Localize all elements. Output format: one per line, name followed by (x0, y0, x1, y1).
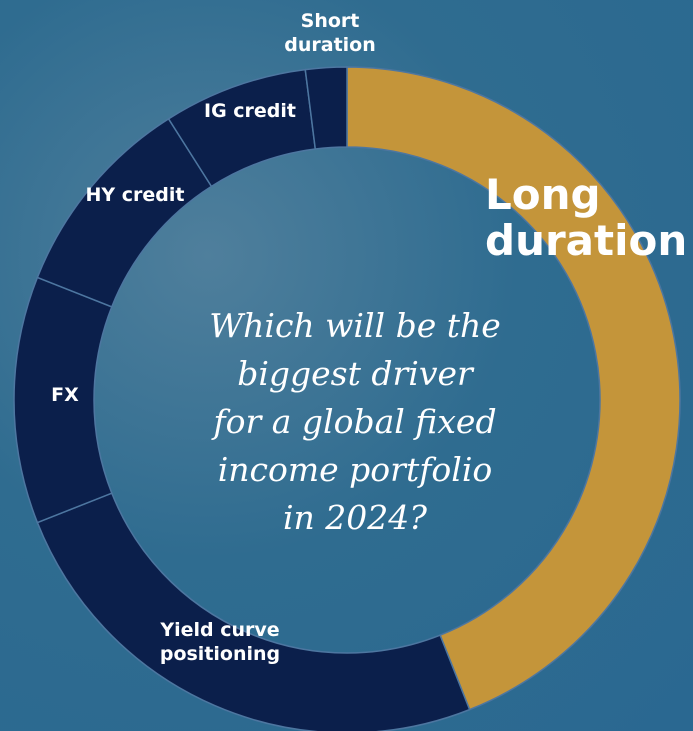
segment-label: Long duration (485, 170, 688, 265)
center-question: in 2024? (283, 498, 427, 537)
center-question: biggest driver (237, 354, 473, 393)
center-question: income portfolio (217, 450, 493, 489)
segment-label: Short duration (284, 10, 376, 56)
segment-label: HY credit (85, 184, 185, 206)
segment-label: Yield curve positioning (159, 619, 281, 665)
donut-segment (36, 117, 213, 308)
center-question: for a global fixed (213, 402, 497, 441)
donut-segment (304, 66, 348, 150)
donut-segment (346, 66, 681, 711)
segment-label: FX (51, 384, 79, 406)
segment-label: IG credit (204, 100, 296, 122)
center-question: Which will be the (209, 306, 501, 345)
